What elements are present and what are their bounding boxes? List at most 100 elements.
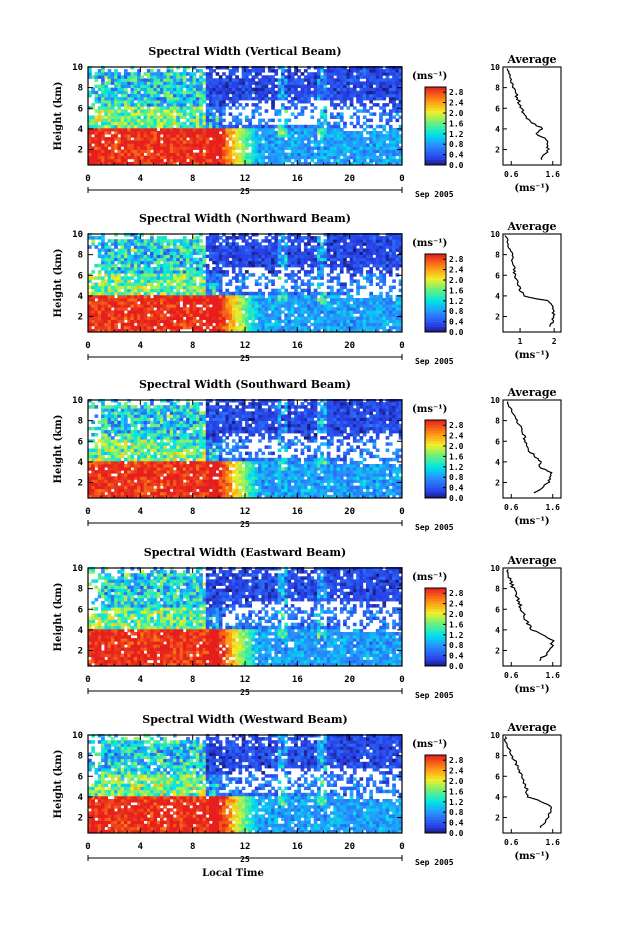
heatmap-cell xyxy=(330,112,334,116)
heatmap-cell xyxy=(231,242,236,246)
heatmap-cell xyxy=(101,294,105,299)
heatmap-cell xyxy=(186,66,190,70)
heatmap-cell xyxy=(215,267,220,271)
heatmap-cell xyxy=(323,254,328,259)
heatmap-cell xyxy=(352,84,357,88)
heatmap-cell xyxy=(245,251,249,255)
heatmap-cell xyxy=(182,307,187,311)
heatmap-cell xyxy=(91,301,95,305)
heatmap-cell xyxy=(258,298,262,302)
heatmap-cell xyxy=(192,66,197,70)
heatmap-cell xyxy=(359,155,364,160)
heatmap-cell xyxy=(186,279,190,283)
heatmap-cell xyxy=(202,100,207,104)
heatmap-cell xyxy=(120,260,125,265)
heatmap-cell xyxy=(179,245,184,249)
heatmap-cell xyxy=(362,260,367,265)
heatmap-cell xyxy=(212,267,216,271)
heatmap-cell xyxy=(238,285,243,290)
x-tick-label: 16 xyxy=(292,174,303,184)
heatmap-cell xyxy=(114,270,118,274)
heatmap-cell xyxy=(110,158,115,163)
heatmap-cell xyxy=(107,152,112,157)
heatmap-cell xyxy=(395,146,400,150)
heatmap-cell xyxy=(317,143,321,147)
heatmap-cell xyxy=(356,149,360,153)
heatmap-cell xyxy=(222,137,226,141)
heatmap-cell xyxy=(245,276,249,280)
heatmap-cell xyxy=(359,267,364,271)
heatmap-cell xyxy=(372,75,377,79)
heatmap-cell xyxy=(160,87,164,92)
heatmap-cell xyxy=(179,131,184,135)
heatmap-cell xyxy=(104,319,109,324)
heatmap-cell xyxy=(192,75,197,79)
heatmap-cell xyxy=(110,149,115,153)
heatmap-cell xyxy=(290,279,295,283)
heatmap-cell xyxy=(379,66,383,70)
heatmap-cell xyxy=(248,248,252,252)
heatmap-cell xyxy=(277,254,282,259)
heatmap-cell xyxy=(330,267,334,271)
heatmap-cell xyxy=(133,112,138,116)
heatmap-cell xyxy=(264,78,269,82)
heatmap-cell xyxy=(146,90,151,95)
heatmap-cell xyxy=(313,124,318,129)
heatmap-cell xyxy=(343,291,347,296)
heatmap-cell xyxy=(326,155,331,160)
heatmap-cell xyxy=(258,325,262,330)
heatmap-cell xyxy=(300,137,305,141)
heatmap-cell xyxy=(107,257,112,262)
heatmap-cell xyxy=(326,316,331,320)
heatmap-cell xyxy=(130,161,135,166)
heatmap-cell xyxy=(146,319,151,324)
heatmap-cell xyxy=(88,155,92,160)
heatmap-cell xyxy=(117,72,122,76)
heatmap-cell xyxy=(333,257,337,262)
heatmap-cell xyxy=(186,285,190,290)
heatmap-cell xyxy=(375,301,380,305)
heatmap-cell xyxy=(153,267,158,271)
heatmap-cell xyxy=(97,143,102,147)
heatmap-cell xyxy=(258,260,262,265)
heatmap-cell xyxy=(303,322,308,327)
heatmap-cell xyxy=(271,127,275,132)
heatmap-cell xyxy=(326,251,331,255)
heatmap-cell xyxy=(104,121,109,126)
heatmap-cell xyxy=(225,155,230,160)
heatmap-cell xyxy=(294,158,298,163)
heatmap-cell xyxy=(199,328,203,333)
heatmap-cell xyxy=(199,93,203,98)
heatmap-cell xyxy=(212,328,216,333)
heatmap-cell xyxy=(169,109,174,113)
heatmap-cell xyxy=(388,143,393,147)
heatmap-cell xyxy=(91,75,95,79)
heatmap-cell xyxy=(261,75,266,79)
heatmap-cell xyxy=(235,121,239,126)
heatmap-cell xyxy=(333,248,337,252)
heatmap-cell xyxy=(146,112,151,116)
heatmap-cell xyxy=(290,146,295,150)
heatmap-cell xyxy=(333,93,337,98)
heatmap-cell xyxy=(297,313,301,317)
heatmap-cell xyxy=(124,149,128,153)
heatmap-cell xyxy=(277,149,282,153)
heatmap-cell xyxy=(124,69,128,73)
heatmap-cell xyxy=(179,143,184,147)
heatmap-cell xyxy=(359,301,364,305)
heatmap-cell xyxy=(284,263,288,268)
heatmap-cell xyxy=(156,301,161,305)
heatmap-cell xyxy=(107,140,112,144)
heatmap-cell xyxy=(352,78,357,82)
heatmap-cell xyxy=(300,143,305,147)
heatmap-cell xyxy=(238,143,243,147)
heatmap-cell xyxy=(104,100,109,104)
heatmap-cell xyxy=(179,291,184,296)
heatmap-cell xyxy=(333,233,337,237)
heatmap-cell xyxy=(369,149,373,153)
heatmap-cell xyxy=(261,245,266,249)
heatmap-cell xyxy=(120,251,125,255)
heatmap-cell xyxy=(375,307,380,311)
heatmap-cell xyxy=(248,137,252,141)
heatmap-cell xyxy=(160,149,164,153)
